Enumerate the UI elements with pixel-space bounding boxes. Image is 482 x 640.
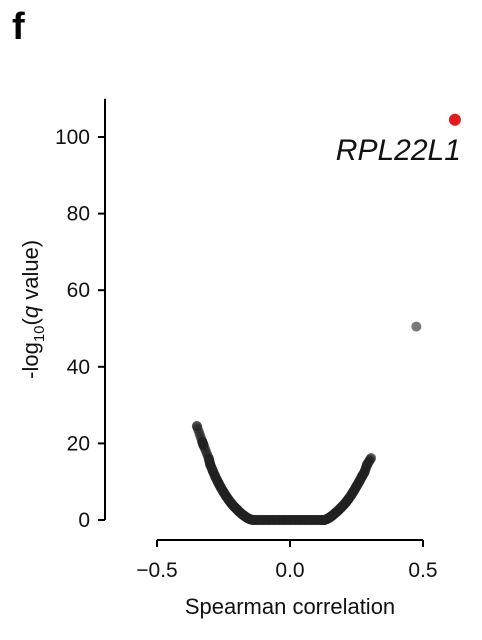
- x-tick-label: 0.0: [275, 559, 304, 582]
- y-tick-label: 100: [55, 126, 90, 149]
- data-point: [191, 421, 202, 432]
- y-tick-label: 20: [67, 432, 90, 455]
- points-layer: [191, 113, 461, 525]
- x-tick-label: −0.5: [136, 559, 177, 582]
- y-tick-label: 80: [67, 203, 90, 226]
- y-tick-label: 60: [67, 279, 90, 302]
- y-axis-title: -log10(q value): [18, 240, 48, 379]
- x-tick-label: 0.5: [408, 559, 437, 582]
- data-point: [198, 440, 209, 451]
- x-axis-title: Spearman correlation: [185, 594, 395, 619]
- y-tick-label: 0: [78, 509, 90, 532]
- panel-label: f: [12, 6, 25, 48]
- axes-layer: [98, 98, 424, 547]
- labels-layer: RPL22L1 0 20 40 60 80 100 −0.5 0.0 0.5 Spearman co…: [18, 126, 461, 619]
- highlight-point: [448, 113, 461, 126]
- data-point: [411, 321, 422, 332]
- y-tick-label: 40: [67, 356, 90, 379]
- data-point: [366, 452, 377, 463]
- highlight-label: RPL22L1: [336, 134, 461, 167]
- data-point: [359, 467, 370, 478]
